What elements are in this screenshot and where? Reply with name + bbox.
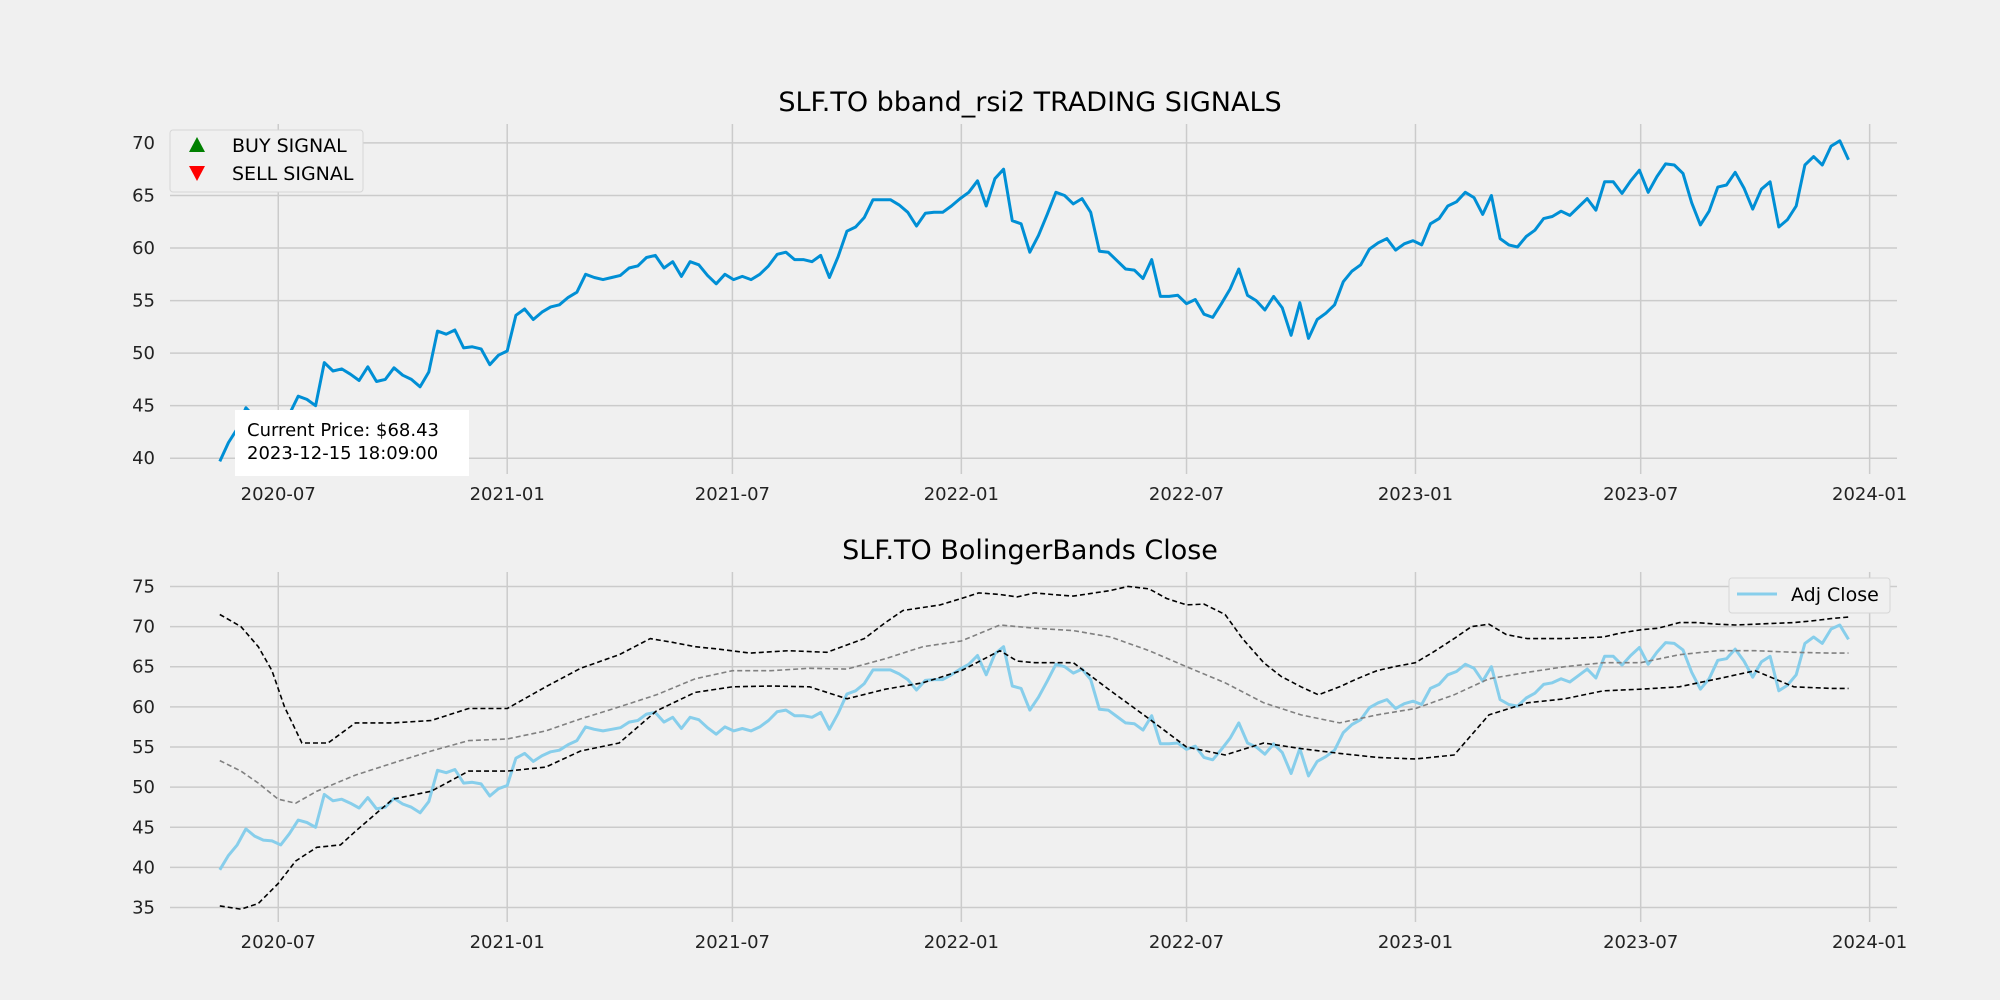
signals-x-tick-label: 2022-01 [924, 484, 999, 505]
bollinger-y-tick-label: 45 [132, 817, 155, 838]
legend-buy-label: BUY SIGNAL [232, 135, 347, 157]
current-price-annotation: Current Price: $68.43 2023-12-15 18:09:0… [235, 410, 469, 476]
signals-y-tick-label: 70 [132, 133, 155, 154]
signals-chart-title: SLF.TO bband_rsi2 TRADING SIGNALS [778, 87, 1281, 118]
bollinger-y-tick-label: 60 [132, 697, 155, 718]
bollinger-close-line [218, 623, 1850, 871]
bollinger-y-tick-label: 35 [132, 898, 155, 919]
current-price-text: Current Price: $68.43 [247, 420, 439, 441]
bollinger-middle-line [219, 624, 1849, 805]
signals-y-tick-label: 45 [132, 396, 155, 417]
signals-x-tick-label: 2020-07 [241, 484, 316, 505]
signals-y-tick-label: 65 [132, 185, 155, 206]
bollinger-chart-series [218, 585, 1850, 911]
signals-y-tick-label: 60 [132, 238, 155, 259]
signals-chart-series [218, 139, 1850, 463]
bollinger-legend: Adj Close [1728, 577, 1891, 614]
signals-x-tick-label: 2021-01 [470, 484, 545, 505]
signals-y-tick-label: 50 [132, 343, 155, 364]
legend-adj-close-label: Adj Close [1791, 584, 1879, 606]
bollinger-x-tick-label: 2021-01 [470, 932, 545, 953]
bollinger-x-tick-label: 2023-01 [1378, 932, 1453, 953]
buy-signal-marker-icon [189, 137, 205, 152]
bollinger-y-tick-label: 50 [132, 777, 155, 798]
signals-x-tick-label: 2021-07 [695, 484, 770, 505]
bollinger-chart-panel: SLF.TO BolingerBands Close 2020-07 2021-0… [132, 535, 1907, 953]
signals-chart-panel: SLF.TO bband_rsi2 TRADING SIGNALS 2020-0… [132, 87, 1907, 505]
bollinger-x-tick-label: 2022-07 [1149, 932, 1224, 953]
bollinger-chart-title: SLF.TO BolingerBands Close [842, 535, 1218, 566]
current-price-timestamp: 2023-12-15 18:09:00 [247, 443, 438, 464]
signals-legend: BUY SIGNAL SELL SIGNAL [169, 129, 364, 193]
bollinger-x-tick-label: 2024-01 [1832, 932, 1907, 953]
bollinger-x-tick-label: 2021-07 [695, 932, 770, 953]
signals-x-tick-label: 2023-07 [1603, 484, 1678, 505]
signals-y-tick-label: 55 [132, 291, 155, 312]
bollinger-upper-line [219, 585, 1849, 744]
bollinger-chart-grid [170, 572, 1897, 922]
signals-x-tick-label: 2024-01 [1832, 484, 1907, 505]
signals-x-tick-label: 2022-07 [1149, 484, 1224, 505]
bollinger-y-tick-label: 75 [132, 576, 155, 597]
legend-sell-label: SELL SIGNAL [232, 163, 354, 185]
bollinger-legend-box [1728, 577, 1891, 614]
bollinger-y-tick-label: 65 [132, 657, 155, 678]
current-price-box [235, 410, 469, 476]
bollinger-x-tick-label: 2022-01 [924, 932, 999, 953]
bollinger-x-tick-label: 2020-07 [241, 932, 316, 953]
signals-x-tick-label: 2023-01 [1378, 484, 1453, 505]
bollinger-y-tick-label: 40 [132, 857, 155, 878]
bollinger-y-tick-label: 55 [132, 737, 155, 758]
bollinger-chart-axes: 2020-07 2021-01 2021-07 2022-01 2022-07 2023-… [132, 576, 1907, 953]
signals-y-tick-label: 40 [132, 448, 155, 469]
bollinger-x-tick-label: 2023-07 [1603, 932, 1678, 953]
bollinger-lower-line [219, 649, 1849, 911]
bollinger-y-tick-label: 70 [132, 617, 155, 638]
signals-chart-axes: 2020-07 2021-01 2021-07 2022-01 2022-07 2023-… [132, 133, 1907, 505]
signals-close-line [218, 139, 1850, 463]
sell-signal-marker-icon [189, 166, 205, 181]
signals-legend-box [169, 129, 364, 193]
